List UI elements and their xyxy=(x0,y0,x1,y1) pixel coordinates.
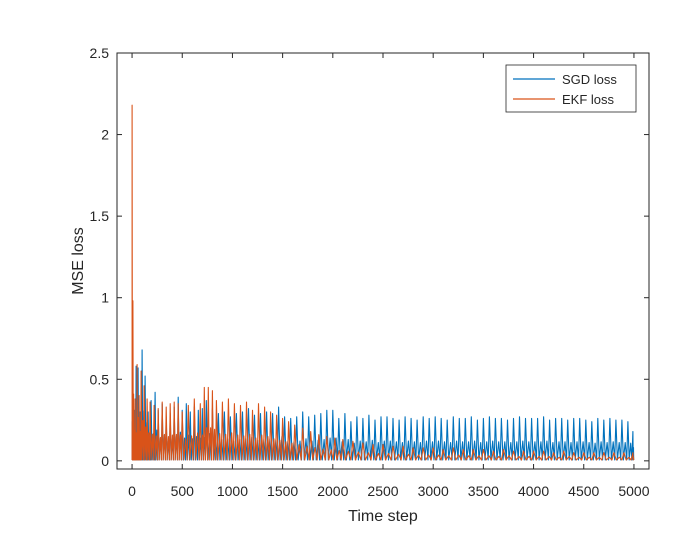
x-tick-label: 500 xyxy=(171,483,195,499)
x-tick-label: 3500 xyxy=(468,483,499,499)
legend-label-sgd: SGD loss xyxy=(562,72,617,87)
series-layer xyxy=(131,104,635,461)
x-tick-label: 1000 xyxy=(217,483,248,499)
y-tick-label: 0 xyxy=(101,453,109,469)
x-tick-label: 5000 xyxy=(618,483,649,499)
x-tick-label: 0 xyxy=(128,483,136,499)
x-axis-label: Time step xyxy=(348,508,418,525)
x-axis: 0 500 1000 1500 2000 2500 3000 3500 4000 4500 5000 xyxy=(128,53,650,499)
y-tick-label: 1.5 xyxy=(90,208,110,224)
y-tick-label: 1 xyxy=(101,290,109,306)
legend-label-ekf: EKF loss xyxy=(562,92,615,107)
legend-box xyxy=(505,64,637,113)
x-tick-label: 3000 xyxy=(418,483,449,499)
x-tick-label: 1500 xyxy=(267,483,298,499)
y-tick-label: 2.5 xyxy=(90,45,110,61)
y-axis-label: MSE loss xyxy=(70,227,87,295)
y-tick-label: 0.5 xyxy=(90,371,110,387)
x-tick-label: 2500 xyxy=(367,483,398,499)
x-tick-label: 4500 xyxy=(568,483,599,499)
series-line-ekf-loss xyxy=(131,104,635,461)
y-axis: 0 0.5 1 1.5 2 2.5 xyxy=(90,45,649,469)
y-tick-label: 2 xyxy=(101,127,109,143)
x-tick-label: 4000 xyxy=(518,483,549,499)
plot-area xyxy=(116,52,650,470)
x-tick-label: 2000 xyxy=(317,483,348,499)
legend: SGD loss EKF loss xyxy=(505,64,637,113)
